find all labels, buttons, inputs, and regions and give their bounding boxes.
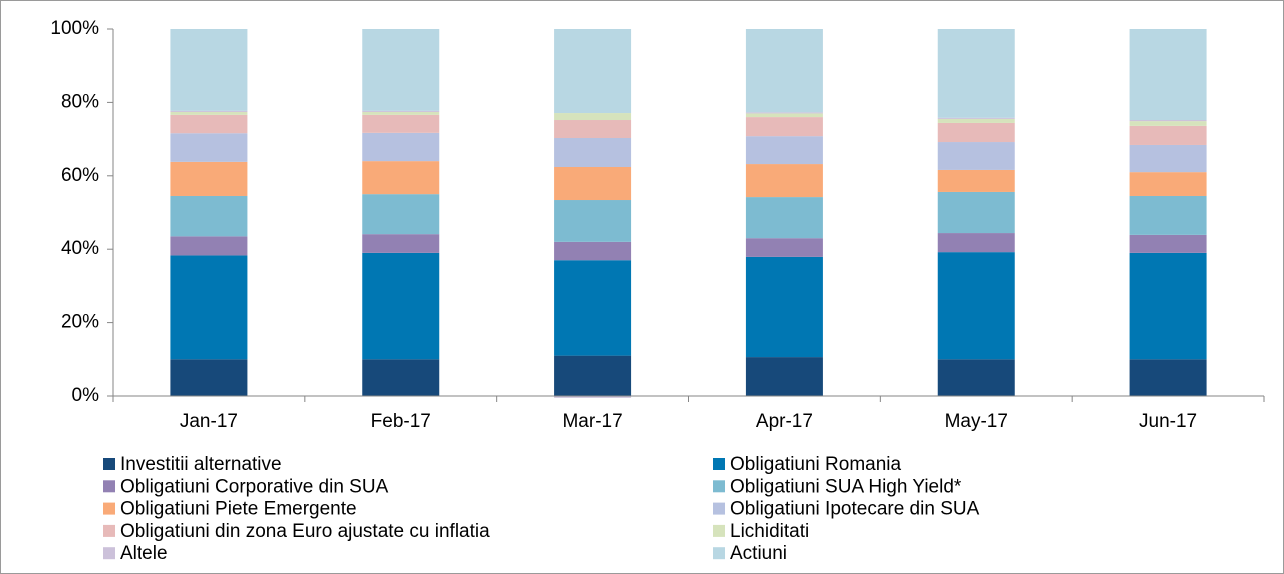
- y-tick-label: 80%: [61, 91, 99, 112]
- y-tick-label: 0%: [72, 385, 100, 406]
- bar-segment: [362, 194, 440, 235]
- legend-swatch: [713, 458, 725, 470]
- legend-label: Obligatiuni Corporative din SUA: [120, 476, 389, 497]
- y-tick-label: 100%: [50, 18, 99, 39]
- bar-segment: [1129, 252, 1207, 360]
- bar-segment: [170, 110, 248, 112]
- legend-label: Obligatiuni SUA High Yield*: [730, 476, 962, 497]
- bar-segment: [554, 260, 632, 356]
- bar-segment: [937, 117, 1015, 119]
- bar-segment: [937, 233, 1015, 253]
- bar-segment: [937, 191, 1015, 234]
- bar-segment: [554, 137, 632, 167]
- bar-segment: [745, 117, 823, 137]
- bar-segment: [745, 136, 823, 165]
- legend-swatch: [103, 480, 115, 493]
- bar-segment: [745, 112, 823, 114]
- bar-segment: [170, 114, 248, 134]
- bar-segment: [362, 111, 440, 115]
- y-tick-label: 40%: [61, 238, 99, 259]
- y-tick-label: 60%: [61, 165, 99, 186]
- bar-segment: [937, 29, 1015, 118]
- bar-segment: [745, 164, 823, 198]
- bar-segment: [362, 252, 440, 360]
- bar-segment: [554, 29, 632, 114]
- x-tick-label: May-17: [945, 411, 1008, 432]
- bar-segment: [937, 142, 1015, 170]
- bar-segment: [745, 238, 823, 257]
- bar-segment: [554, 396, 632, 398]
- bar-segment: [554, 166, 632, 201]
- bar-segment: [1129, 120, 1207, 122]
- bar-segment: [170, 161, 248, 196]
- legend-label: Actiuni: [730, 543, 787, 564]
- bar-segment: [362, 132, 440, 162]
- bar-segment: [362, 29, 440, 111]
- bar-segment: [554, 113, 632, 121]
- bar-segment: [554, 200, 632, 242]
- legend-swatch: [713, 502, 725, 515]
- bar-segment: [1129, 144, 1207, 173]
- bar-segment: [937, 169, 1015, 192]
- bar-segment: [362, 110, 440, 112]
- bar-segment: [170, 111, 248, 115]
- legend-label: Investitii alternative: [120, 454, 282, 475]
- bar-segment: [554, 355, 632, 396]
- bar-segment: [170, 255, 248, 360]
- legend-swatch: [103, 502, 115, 515]
- bar-segment: [362, 161, 440, 195]
- bar-segment: [554, 241, 632, 261]
- legend-label: Obligatiuni din zona Euro ajustate cu in…: [120, 521, 490, 542]
- bar-segment: [937, 118, 1015, 123]
- x-tick-label: Jun-17: [1139, 411, 1197, 432]
- bar-segment: [170, 236, 248, 256]
- legend-swatch: [713, 547, 725, 560]
- legend-label: Obligatiuni Romania: [730, 454, 902, 475]
- x-tick-label: Apr-17: [756, 411, 813, 432]
- legend-swatch: [103, 547, 115, 560]
- bar-segment: [937, 252, 1015, 360]
- bar-segment: [745, 29, 823, 113]
- bar-segment: [170, 29, 248, 111]
- bar-segment: [1129, 195, 1207, 235]
- bar-segment: [362, 359, 440, 396]
- legend-label: Lichiditati: [730, 521, 809, 542]
- legend-swatch: [103, 524, 115, 537]
- bar-segment: [745, 357, 823, 396]
- bar-segment: [937, 359, 1015, 396]
- bar-segment: [170, 195, 248, 237]
- bar-segment: [1129, 359, 1207, 396]
- bar-segment: [1129, 29, 1207, 121]
- x-tick-label: Jan-17: [180, 411, 238, 432]
- bar-segment: [362, 234, 440, 253]
- y-tick-label: 20%: [61, 312, 99, 333]
- bar-segment: [937, 122, 1015, 143]
- x-tick-label: Feb-17: [371, 411, 431, 432]
- bar-segment: [745, 197, 823, 239]
- bar-segment: [170, 133, 248, 162]
- bar-segment: [745, 113, 823, 118]
- bar-segment: [1129, 172, 1207, 196]
- legend-label: Altele: [120, 543, 168, 564]
- bar-segment: [170, 359, 248, 396]
- legend-swatch: [713, 524, 725, 537]
- x-tick-label: Mar-17: [562, 411, 622, 432]
- bar-segment: [1129, 121, 1207, 126]
- bar-segment: [554, 120, 632, 138]
- bar-segment: [1129, 234, 1207, 253]
- legend-swatch: [103, 458, 115, 470]
- legend-swatch: [713, 480, 725, 493]
- legend-label: Obligatiuni Ipotecare din SUA: [730, 499, 980, 520]
- bar-segment: [362, 114, 440, 133]
- bar-segment: [1129, 125, 1207, 145]
- bar-segment: [745, 256, 823, 358]
- legend-label: Obligatiuni Piete Emergente: [120, 499, 357, 520]
